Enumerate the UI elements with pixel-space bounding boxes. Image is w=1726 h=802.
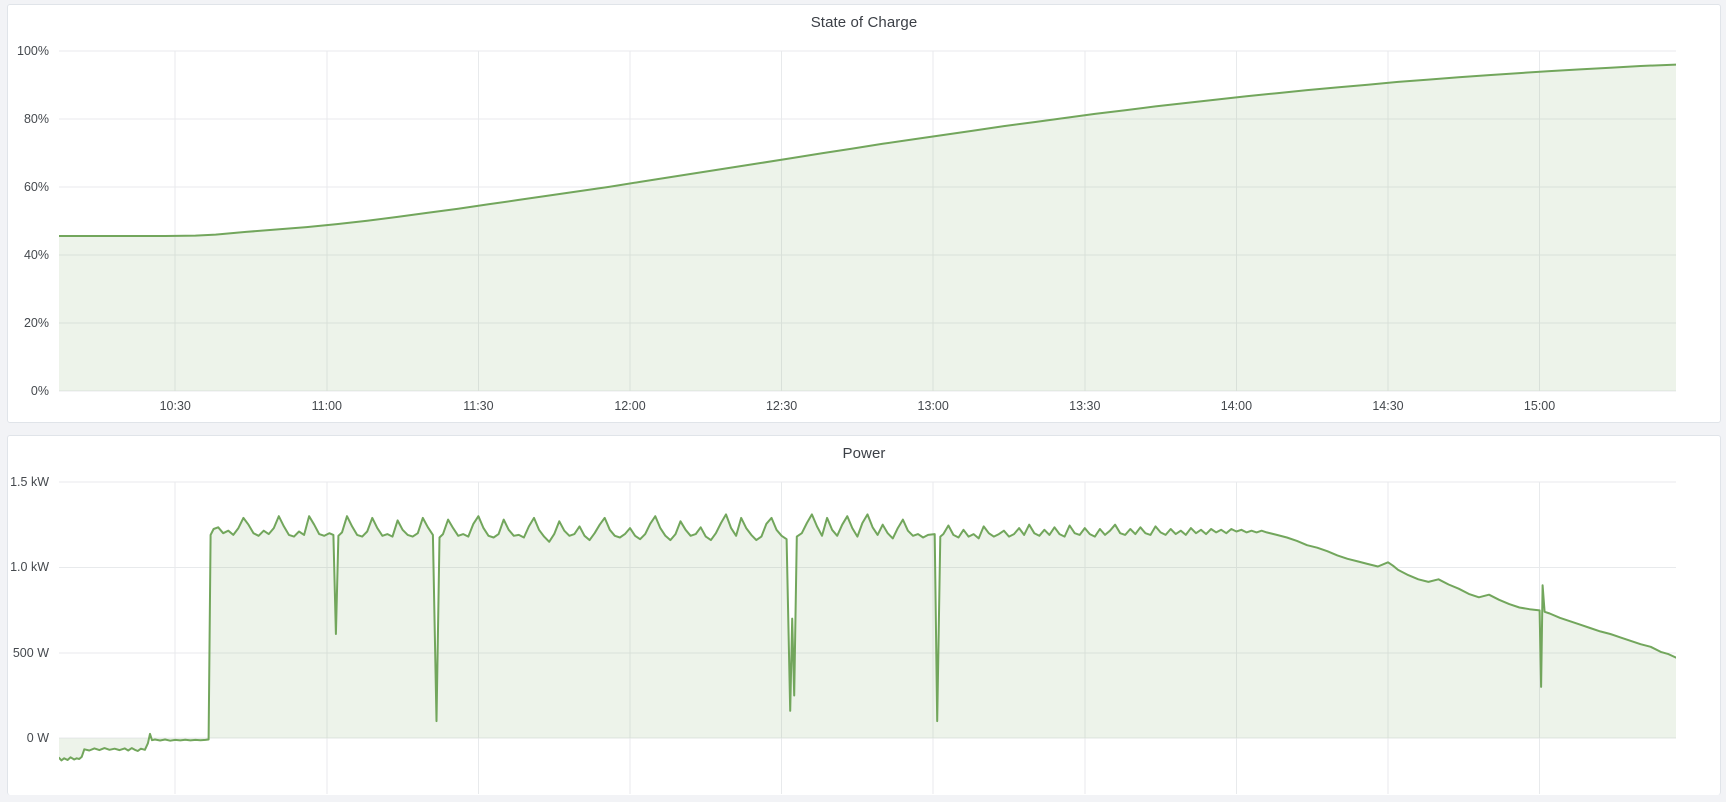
x-tick-label: 14:30 <box>1372 399 1404 413</box>
power-chart-svg <box>59 481 1676 794</box>
grid-lines <box>59 50 1676 392</box>
y-tick-label: 100% <box>17 44 49 58</box>
soc-line-series <box>59 63 1676 237</box>
x-tick-label: 14:00 <box>1220 399 1253 413</box>
y-tick-label: 40% <box>23 248 49 262</box>
x-tick-label: 15:00 <box>1523 399 1556 413</box>
y-tick-label: 500 W <box>12 645 49 660</box>
x-tick-label: 13:30 <box>1069 399 1101 413</box>
soc-chart-svg <box>59 50 1676 392</box>
y-tick-label: 1.5 kW <box>10 475 49 489</box>
x-tick-label: 12:00 <box>614 399 646 413</box>
power-chart-plot[interactable]: 0 W 500 W 1.0 kW 1.5 kW <box>8 436 1720 795</box>
x-tick-label: 11:00 <box>311 399 342 413</box>
soc-chart-plot[interactable]: 0% 20% 40% 60% 80% 100% 10:30 11:00 11:30 12:00 12… <box>8 5 1720 422</box>
x-tick-label: 12:30 <box>765 399 798 413</box>
x-tick-label: 10:30 <box>159 399 191 413</box>
y-tick-label: 0% <box>30 384 49 398</box>
soc-panel-title: State of Charge <box>810 14 918 31</box>
soc-area-fill <box>59 64 1676 391</box>
power-line-series <box>59 513 1676 762</box>
power-area-fill <box>59 514 1676 761</box>
x-tick-label: 13:00 <box>917 399 949 413</box>
y-tick-label: 80% <box>23 112 49 126</box>
power-panel-title: Power <box>842 445 886 462</box>
y-tick-label: 60% <box>23 180 49 194</box>
x-tick-label: 11:30 <box>463 399 494 413</box>
y-tick-label: 1.0 kW <box>10 560 49 575</box>
y-tick-label: 0 W <box>26 731 49 746</box>
panel-state-of-charge: State of Charge 0% 20% 40% 60% 80% 100% 10:30 1… <box>7 4 1721 423</box>
panel-power: Power 0 W 500 W 1.0 kW 1.5 kW <box>7 435 1721 795</box>
y-tick-label: 20% <box>23 316 49 330</box>
